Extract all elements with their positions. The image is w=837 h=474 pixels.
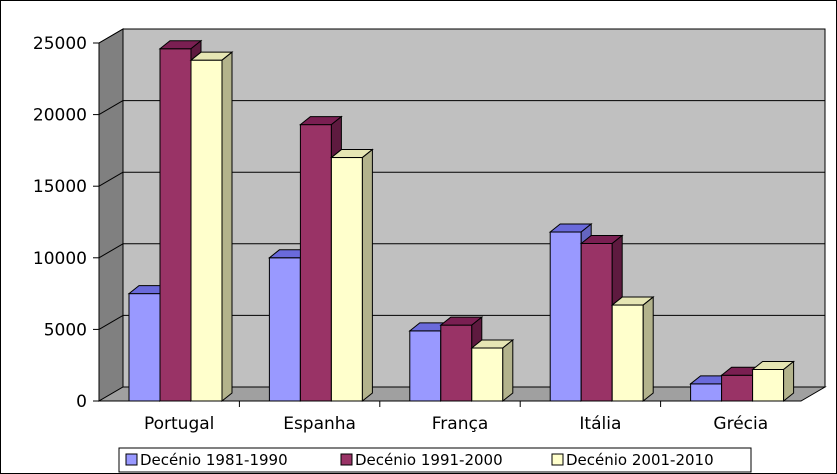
x-tick-label: Grécia bbox=[713, 414, 768, 434]
y-tick-label: 25000 bbox=[33, 34, 87, 54]
y-tick-label: 15000 bbox=[33, 177, 87, 197]
x-tick-label: Itália bbox=[579, 414, 621, 434]
legend-swatch bbox=[551, 453, 564, 466]
bar-side-2-0 bbox=[221, 51, 233, 403]
legend-label: Decénio 2001-2010 bbox=[566, 451, 714, 469]
gridline-side bbox=[98, 28, 124, 44]
gridline-side bbox=[98, 171, 124, 187]
bar-1-3 bbox=[580, 242, 613, 402]
bar-1-2 bbox=[440, 324, 473, 402]
bar-2-3 bbox=[611, 304, 644, 402]
y-tick-label: 20000 bbox=[33, 106, 87, 126]
bar-1-0 bbox=[159, 48, 192, 402]
y-tick-label: 0 bbox=[76, 392, 87, 412]
bar-side-2-1 bbox=[361, 148, 373, 403]
plot-side-wall bbox=[98, 28, 124, 402]
bar-1-1 bbox=[299, 124, 332, 402]
gridline-side bbox=[98, 243, 124, 259]
legend-swatch bbox=[340, 453, 353, 466]
bar-0-4 bbox=[690, 383, 723, 402]
bar-side-2-3 bbox=[642, 296, 654, 403]
bar-2-4 bbox=[752, 368, 785, 402]
x-tick-label: Portugal bbox=[144, 414, 214, 434]
bar-0-0 bbox=[128, 293, 161, 402]
bar-0-3 bbox=[549, 231, 582, 402]
bar-side-2-2 bbox=[502, 338, 514, 403]
bar-2-2 bbox=[471, 347, 504, 402]
gridline-side bbox=[98, 314, 124, 330]
legend-box bbox=[118, 447, 752, 473]
bar-2-0 bbox=[190, 59, 223, 402]
y-tick-label: 5000 bbox=[44, 320, 87, 340]
legend-label: Decénio 1991-2000 bbox=[355, 451, 503, 469]
gridline-side bbox=[98, 100, 124, 116]
legend-label: Decénio 1981-1990 bbox=[140, 451, 288, 469]
legend-swatch bbox=[125, 453, 138, 466]
bar-side-2-4 bbox=[783, 360, 795, 403]
x-tick-label: França bbox=[432, 414, 489, 434]
bar-2-1 bbox=[330, 157, 363, 402]
y-tick-label: 10000 bbox=[33, 249, 87, 269]
bar-1-4 bbox=[721, 374, 754, 402]
x-tick-label: Espanha bbox=[283, 414, 356, 434]
bar-0-1 bbox=[268, 257, 301, 402]
bar-0-2 bbox=[409, 330, 442, 402]
